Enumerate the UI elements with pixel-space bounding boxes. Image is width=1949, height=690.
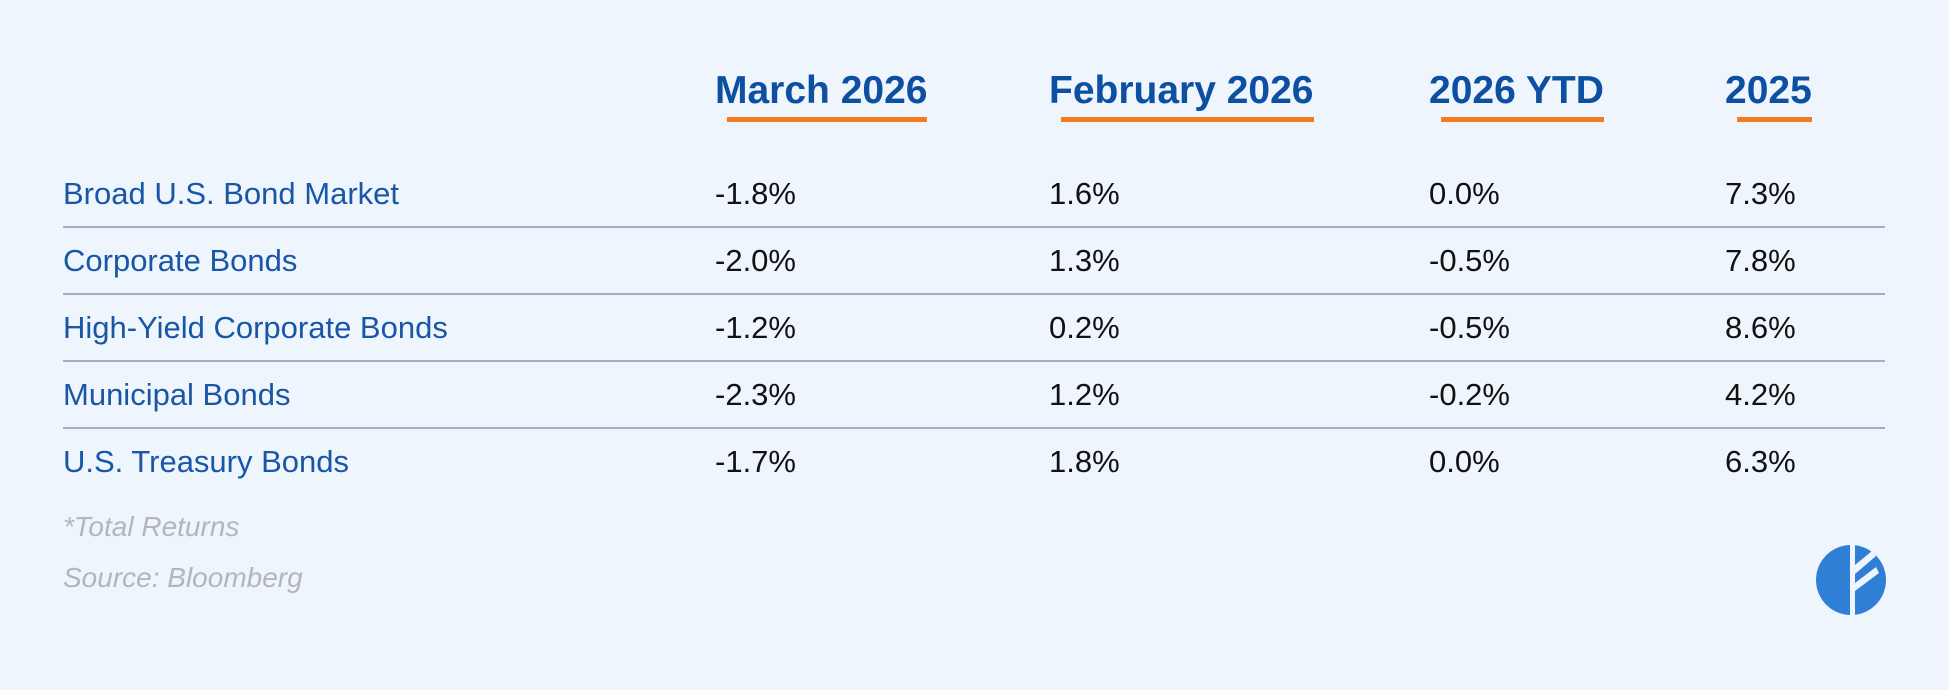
cell-value: -2.3% [715, 377, 796, 412]
cell-value: -0.2% [1429, 377, 1510, 412]
row-separator [63, 293, 1885, 295]
cell-value: 6.3% [1725, 444, 1796, 479]
cell-value: 7.3% [1725, 176, 1796, 211]
cell-value: 4.2% [1725, 377, 1796, 412]
row-label: Corporate Bonds [63, 243, 298, 278]
logo [1816, 543, 1886, 617]
cell-value: 8.6% [1725, 310, 1796, 345]
row-separator [63, 226, 1885, 228]
footnote: *Total Returns [63, 511, 240, 542]
cell-value: -1.8% [715, 176, 796, 211]
cell-value: -0.5% [1429, 243, 1510, 278]
cell-value: -1.7% [715, 444, 796, 479]
cell-value: 0.0% [1429, 176, 1500, 211]
cell-value: 7.8% [1725, 243, 1796, 278]
cell-value: -2.0% [715, 243, 796, 278]
cell-value: -1.2% [715, 310, 796, 345]
row-separator [63, 360, 1885, 362]
column-header: March 2026 [715, 69, 928, 122]
row-label: Municipal Bonds [63, 377, 291, 412]
column-header: February 2026 [1049, 69, 1314, 122]
cell-value: 1.2% [1049, 377, 1120, 412]
cell-value: 1.3% [1049, 243, 1120, 278]
cell-value: -0.5% [1429, 310, 1510, 345]
cell-value: 1.6% [1049, 176, 1120, 211]
column-header: 2025 [1725, 69, 1812, 122]
row-label: U.S. Treasury Bonds [63, 444, 350, 479]
row-label: Broad U.S. Bond Market [63, 176, 399, 211]
footnote: Source: Bloomberg [63, 562, 303, 593]
cell-value: 1.8% [1049, 444, 1120, 479]
row-separator [63, 427, 1885, 429]
cell-value: 0.0% [1429, 444, 1500, 479]
column-header: 2026 YTD [1429, 69, 1604, 122]
cell-value: 0.2% [1049, 310, 1120, 345]
row-label: High-Yield Corporate Bonds [63, 310, 448, 345]
